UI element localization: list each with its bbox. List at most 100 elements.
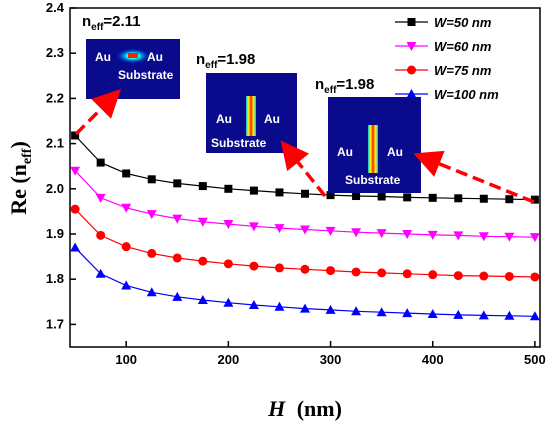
x-tick-label-3: 400: [422, 352, 444, 367]
data-point-s3-13: [402, 308, 413, 318]
data-point-s1-7: [248, 222, 259, 232]
data-point-s3-4: [172, 291, 183, 301]
data-point-s1-16: [478, 232, 489, 242]
annotation-neff-2: neff=1.98: [196, 51, 255, 71]
annotation-neff-2-value: =1.98: [217, 51, 255, 68]
x-axis-variable: H: [267, 396, 286, 421]
data-point-s2-9: [300, 264, 310, 274]
data-point-s2-4: [172, 253, 182, 263]
data-point-s1-10: [325, 226, 336, 236]
data-point-s1-11: [351, 228, 362, 238]
data-point-s3-14: [427, 309, 438, 319]
inset-1-label-right: Au: [147, 50, 163, 64]
data-point-s0-8: [275, 188, 284, 197]
data-point-s2-14: [428, 270, 438, 280]
data-point-s0-2: [122, 169, 131, 178]
series-markers: [70, 131, 540, 321]
data-point-s2-12: [377, 268, 387, 278]
data-point-s1-14: [427, 230, 438, 240]
data-point-s1-2: [121, 203, 132, 213]
data-point-s1-15: [453, 231, 464, 241]
data-point-s1-8: [274, 224, 285, 234]
data-point-s0-4: [173, 179, 182, 188]
data-point-s1-3: [146, 210, 157, 220]
x-tick-label-2: 300: [320, 352, 342, 367]
data-point-s1-18: [529, 233, 540, 243]
x-axis-title: H (nm): [267, 396, 342, 421]
inset-2-label-left: Au: [216, 112, 232, 126]
legend-label-3: W=100 nm: [434, 87, 499, 102]
legend-marker-2: [407, 65, 416, 75]
y-axis-title: Re (neff): [6, 141, 35, 215]
data-point-s0-12: [377, 192, 386, 201]
legend-label-1: W=60 nm: [434, 39, 492, 54]
data-point-s1-6: [223, 220, 234, 230]
data-point-s3-2: [121, 280, 132, 290]
data-point-s2-5: [198, 256, 208, 266]
annotation-neff-3-prefix: n: [315, 76, 324, 93]
data-point-s2-2: [121, 242, 131, 252]
data-point-s0-18: [530, 195, 539, 204]
inset-3-label-right: Au: [387, 145, 403, 159]
y-tick-label-6: 2.3: [46, 45, 64, 60]
y-axis-close: ): [6, 141, 31, 148]
data-point-s0-7: [249, 186, 258, 195]
data-point-s3-8: [274, 301, 285, 311]
data-point-s0-10: [326, 191, 335, 200]
annotation-neff-2-prefix: n: [196, 51, 205, 68]
data-point-s3-15: [453, 309, 464, 319]
annotation-neff-3: neff=1.98: [315, 76, 374, 96]
inset-2-label-right: Au: [264, 112, 280, 126]
data-point-s1-0: [70, 166, 81, 176]
data-point-s1-17: [504, 232, 515, 242]
data-point-s1-12: [376, 229, 387, 239]
data-point-s2-6: [223, 259, 233, 269]
data-point-s0-5: [198, 182, 207, 191]
data-point-s0-11: [352, 192, 361, 201]
legend-label-0: W=50 nm: [434, 15, 492, 30]
data-point-s2-3: [147, 248, 157, 258]
data-point-s3-10: [325, 304, 336, 314]
data-point-s2-0: [70, 204, 80, 214]
inset-3-slot: [368, 125, 378, 173]
legend-label-2: W=75 nm: [434, 63, 492, 78]
inset-1-label-left: Au: [95, 50, 111, 64]
inset-2-slot: [246, 96, 256, 136]
arrow-to-inset-1: [74, 89, 121, 136]
data-point-s2-16: [479, 271, 489, 281]
data-point-s3-6: [223, 297, 234, 307]
data-point-s2-17: [504, 271, 514, 281]
data-point-s2-15: [453, 271, 463, 281]
data-point-s0-14: [428, 193, 437, 202]
data-point-s2-10: [326, 266, 336, 276]
arrow-to-inset-3: [413, 150, 535, 204]
legend: W=50 nm W=60 nm W=75 nm W=100 nm: [395, 15, 499, 102]
y-tick-label-5: 2.2: [46, 90, 64, 105]
data-point-s0-9: [301, 189, 309, 198]
arrow-to-inset-2: [280, 140, 327, 198]
data-point-s3-5: [197, 294, 208, 304]
legend-marker-1: [406, 42, 417, 51]
x-axis-unit: (nm): [297, 396, 342, 421]
data-point-s3-1: [95, 268, 106, 278]
annotation-neff-1-sub: eff: [91, 22, 104, 33]
data-point-s0-3: [147, 175, 156, 184]
y-axis-main: Re (n: [6, 164, 31, 215]
y-tick-label-3: 2.0: [46, 181, 64, 196]
data-point-s2-11: [351, 267, 361, 277]
data-point-s3-12: [376, 307, 387, 317]
data-point-s0-13: [403, 193, 412, 202]
data-point-s3-0: [70, 242, 81, 252]
inset-3: Au Au Substrate: [328, 97, 421, 193]
data-point-s0-15: [454, 194, 463, 203]
data-point-s3-9: [300, 303, 310, 313]
annotation-neff-1: neff=2.11: [82, 13, 141, 33]
y-tick-label-0: 1.7: [46, 316, 64, 331]
x-tick-label-4: 500: [524, 352, 546, 367]
data-point-s2-18: [530, 272, 540, 282]
data-point-s2-8: [274, 263, 284, 273]
data-point-s1-5: [197, 217, 208, 227]
data-point-s3-3: [146, 287, 157, 297]
annotation-neff-3-value: =1.98: [336, 76, 374, 93]
